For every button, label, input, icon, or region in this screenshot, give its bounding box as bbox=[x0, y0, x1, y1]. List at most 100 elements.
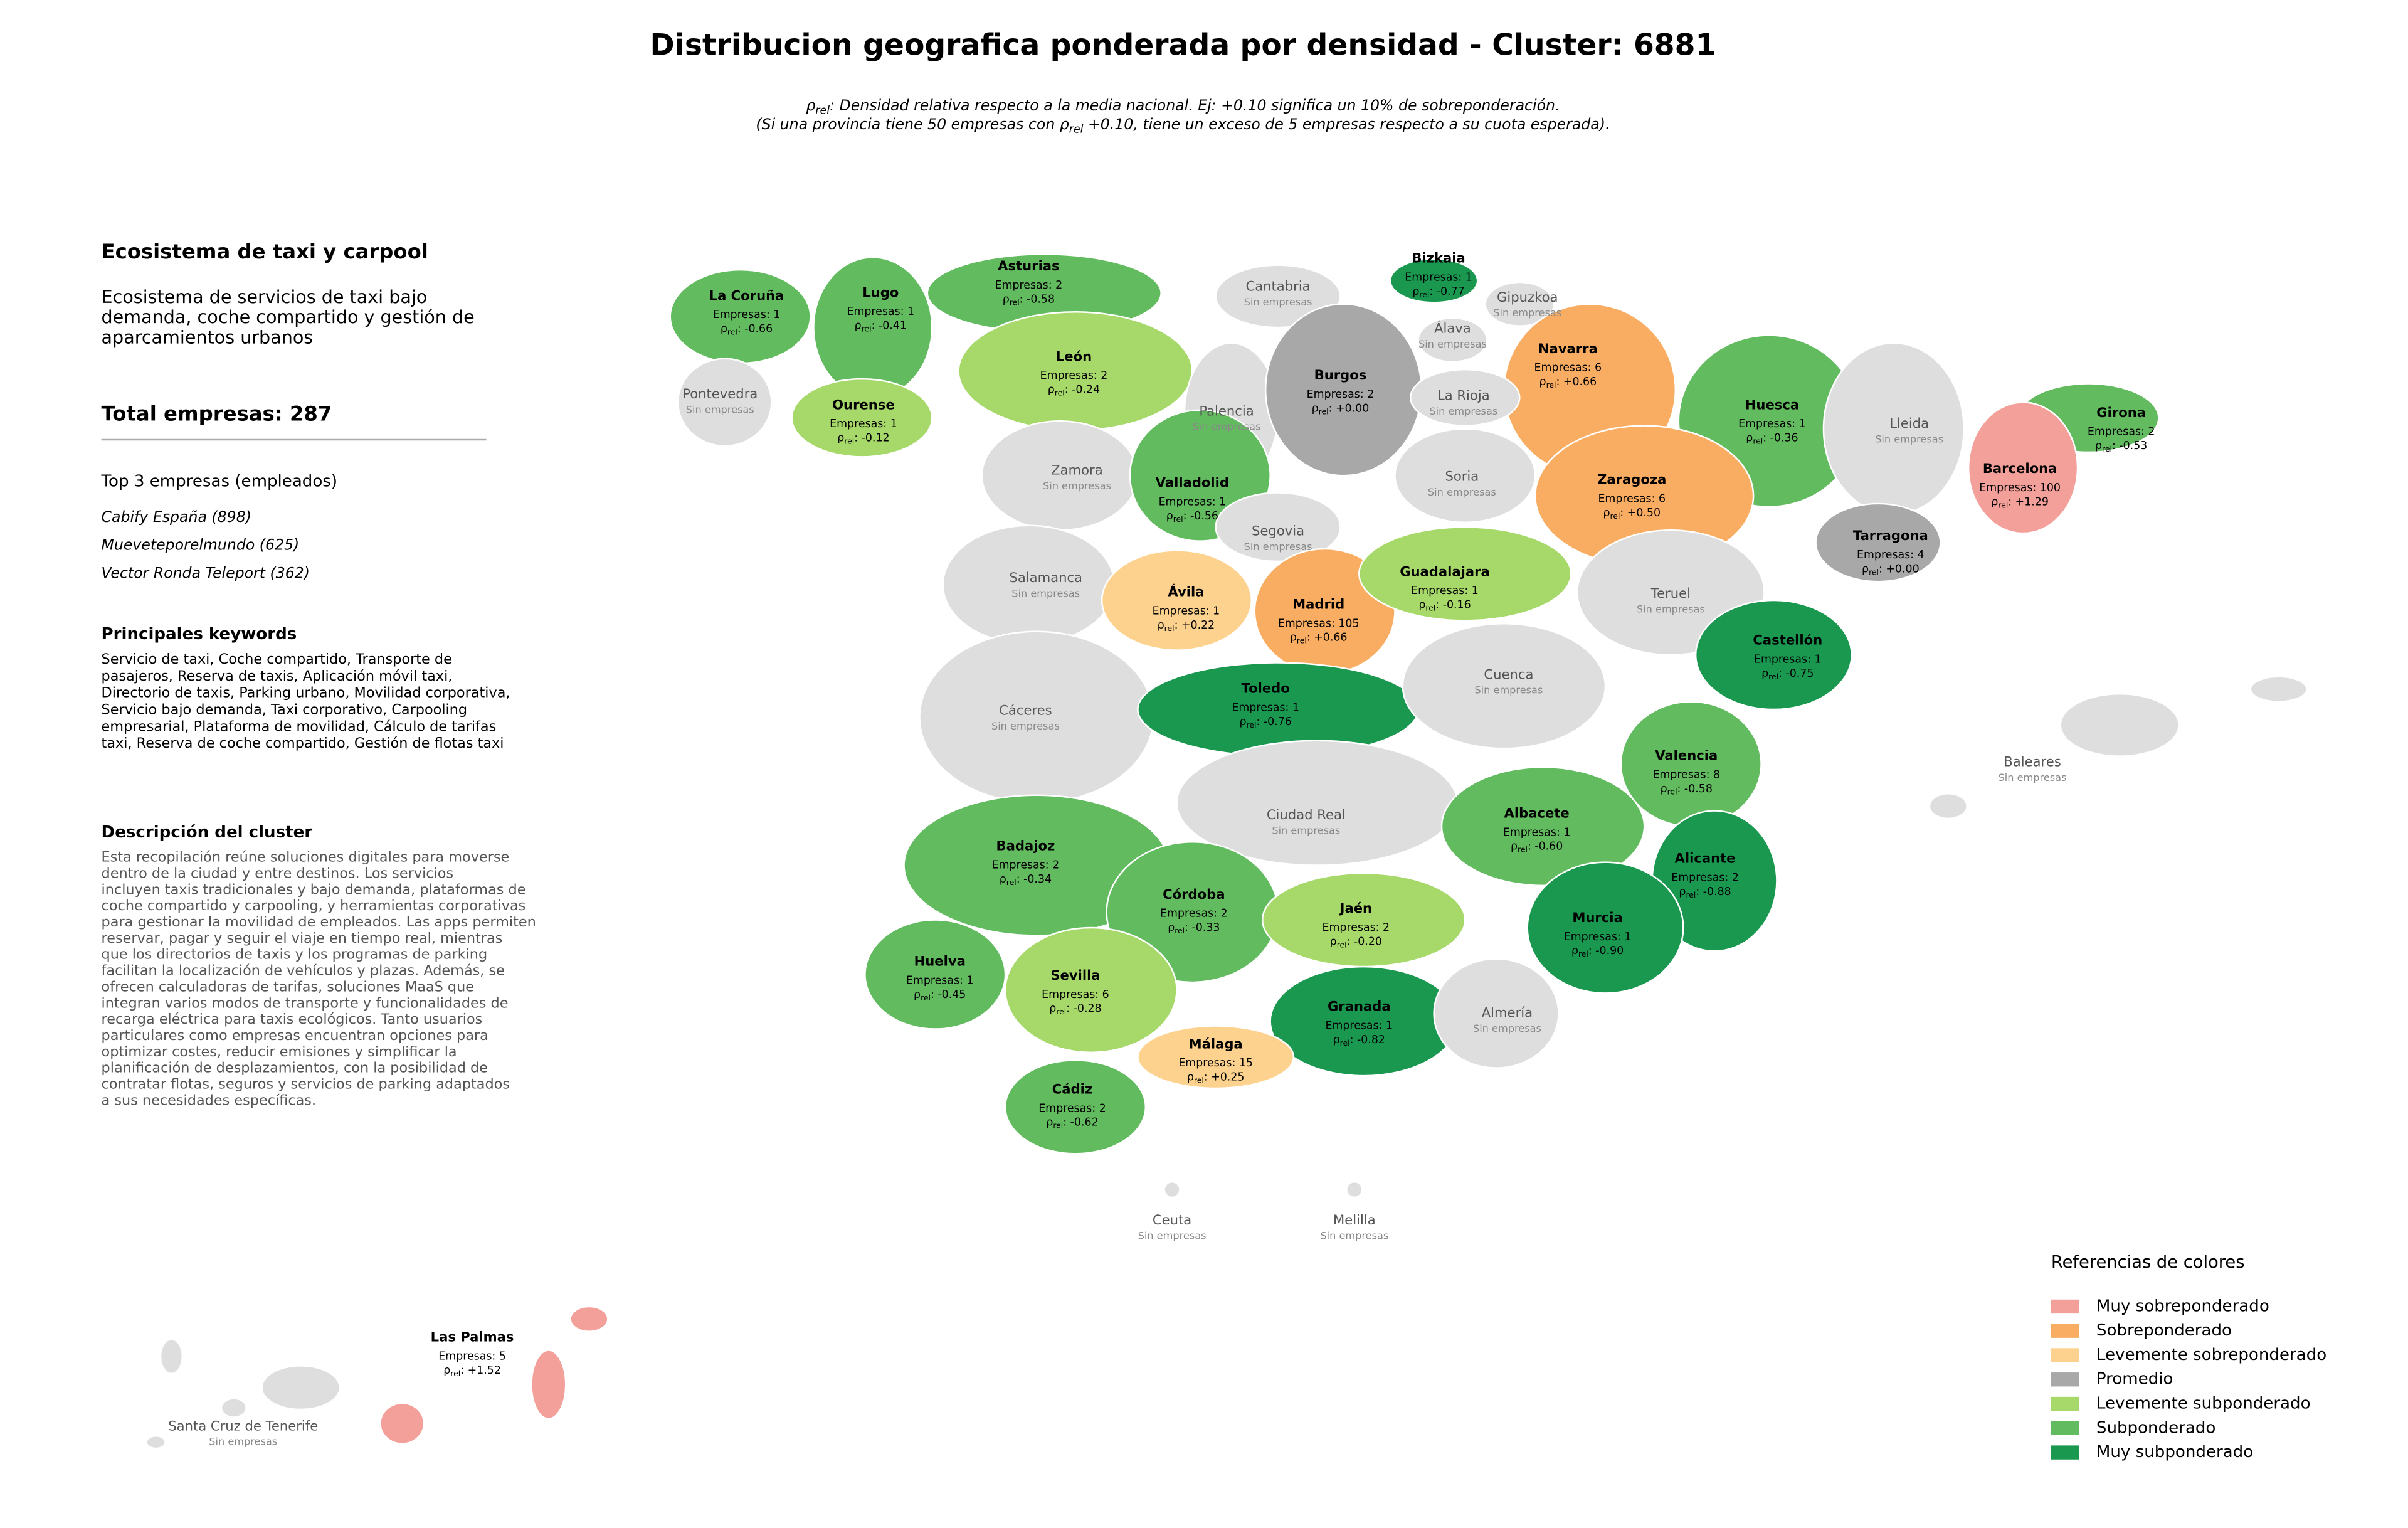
rho-sep: : bbox=[1175, 619, 1181, 632]
empresas-value: 15 bbox=[1239, 1057, 1253, 1069]
province-shape bbox=[1417, 317, 1488, 363]
province-name: Almería bbox=[1482, 1005, 1533, 1021]
province-name: Santa Cruz de Tenerife bbox=[168, 1418, 318, 1433]
empresas-label: Empresas: bbox=[1652, 768, 1713, 781]
province-rho: ρrel: -0.33 bbox=[1168, 921, 1220, 935]
province-rho: ρrel: -0.62 bbox=[1046, 1117, 1098, 1130]
province-shape bbox=[220, 1398, 247, 1418]
empresas-value: 6 bbox=[1595, 362, 1602, 374]
empresas-label: Empresas: bbox=[1671, 871, 1732, 884]
legend-label: Levemente subponderado bbox=[2096, 1394, 2311, 1413]
rho-value: -0.82 bbox=[1357, 1034, 1385, 1046]
province-status: Sin empresas bbox=[991, 720, 1060, 732]
rho-sep: : bbox=[872, 320, 879, 332]
province-name: Castellón bbox=[1753, 632, 1822, 648]
province-name: La Coruña bbox=[709, 287, 784, 303]
province-shape bbox=[531, 1349, 567, 1420]
sidebar-heading: Ecosistema de taxi y carpool bbox=[102, 240, 428, 263]
province-shape bbox=[1815, 502, 1941, 583]
province-name: León bbox=[1056, 348, 1092, 364]
province-rho: ρrel: -0.34 bbox=[1000, 873, 1052, 886]
rho-value: -0.76 bbox=[1264, 716, 1292, 728]
province-count: Empresas: 1 bbox=[713, 309, 781, 321]
rho-sub: rel bbox=[1546, 380, 1556, 390]
empresas-label: Empresas: bbox=[1159, 496, 1220, 508]
province-shape bbox=[1163, 1180, 1181, 1199]
province-shape bbox=[1004, 926, 1178, 1054]
province-name: Bizkaia bbox=[1412, 250, 1465, 266]
province-name: Huesca bbox=[1745, 396, 1799, 412]
province-shape bbox=[1433, 958, 1560, 1069]
rho-sep: : bbox=[737, 323, 744, 336]
province-rho: ρrel: +0.00 bbox=[1312, 402, 1370, 415]
province-shape bbox=[1967, 401, 2079, 534]
province-count: Empresas: 6 bbox=[1042, 989, 1109, 1001]
sidebar-description: aparcamientos urbanos bbox=[102, 326, 314, 348]
rho-sub: rel bbox=[450, 1368, 460, 1377]
rho-value: -0.53 bbox=[2119, 440, 2147, 452]
province-rho: ρrel: -0.16 bbox=[1418, 598, 1471, 612]
province-name: Barcelona bbox=[1983, 460, 2057, 476]
province-count: Empresas: 1 bbox=[1153, 605, 1220, 617]
empresas-value: 1 bbox=[1292, 702, 1299, 714]
rho-sub: rel bbox=[1425, 603, 1435, 612]
rho-value: +0.22 bbox=[1181, 619, 1215, 632]
rho-symbol: ρ bbox=[855, 320, 862, 332]
province-name: Soria bbox=[1445, 469, 1479, 484]
province-name: Baleares bbox=[2004, 754, 2061, 770]
province-name: Girona bbox=[2096, 405, 2146, 420]
empresas-value: 1 bbox=[1563, 826, 1570, 839]
rho-sub: rel bbox=[1667, 787, 1677, 796]
empresas-value: 2 bbox=[1099, 1102, 1106, 1115]
province-rho: ρrel: +0.25 bbox=[1187, 1071, 1245, 1085]
province-count: Empresas: 105 bbox=[1278, 617, 1360, 630]
province-status: Sin empresas bbox=[1244, 541, 1312, 553]
empresas-label: Empresas: bbox=[1038, 1102, 1099, 1115]
province-status: Sin empresas bbox=[1429, 405, 1497, 417]
empresas-label: Empresas: bbox=[1754, 653, 1815, 666]
province-name: Badajoz bbox=[996, 838, 1055, 854]
province-shape bbox=[1101, 549, 1253, 651]
empresas-value: 8 bbox=[1713, 768, 1720, 781]
rho-sub: rel bbox=[1518, 844, 1528, 854]
empresas-value: 2 bbox=[1221, 908, 1228, 920]
rho-symbol: ρ bbox=[1746, 432, 1753, 445]
province-rho: ρrel: -0.75 bbox=[1761, 667, 1814, 681]
province-status: Sin empresas bbox=[1011, 588, 1080, 600]
province-shape bbox=[2059, 692, 2180, 757]
province-status: Sin empresas bbox=[1875, 433, 1943, 445]
keywords-heading: Principales keywords bbox=[102, 625, 297, 644]
rho-sub: rel bbox=[1998, 500, 2008, 509]
province-shape bbox=[159, 1338, 184, 1375]
rho-value: -0.16 bbox=[1443, 598, 1471, 611]
rho-sub: rel bbox=[1247, 719, 1257, 729]
province-rho: ρrel: -0.58 bbox=[1003, 293, 1055, 306]
rho-value: +0.25 bbox=[1211, 1071, 1244, 1084]
cluster-description: a sus necesidades específicas. bbox=[102, 1092, 317, 1108]
empresas-value: 2 bbox=[1367, 388, 1374, 401]
province-rho: ρrel: +0.00 bbox=[1862, 563, 1920, 576]
empresas-value: 100 bbox=[2040, 482, 2061, 494]
total: Total empresas: 287 bbox=[102, 401, 332, 425]
sidebar-description: Ecosistema de servicios de taxi bajo bbox=[102, 286, 428, 307]
province-name: Cádiz bbox=[1052, 1081, 1092, 1096]
province-shape bbox=[1346, 1180, 1363, 1199]
cluster-description: integran varios modos de transporte y fu… bbox=[102, 995, 509, 1011]
rho-sub: rel bbox=[1297, 635, 1307, 645]
rho-symbol: ρ bbox=[1046, 1117, 1053, 1129]
province-rho: ρrel: -0.77 bbox=[1412, 285, 1464, 299]
province-rho: ρrel: +0.66 bbox=[1290, 632, 1348, 645]
rho-value: -0.60 bbox=[1534, 841, 1563, 853]
rho-sep: : bbox=[1429, 285, 1436, 298]
subtitle-part: ρ bbox=[806, 97, 815, 114]
subtitle: ρrel: Densidad relativa respecto a la me… bbox=[806, 97, 1560, 117]
empresas-label: Empresas: bbox=[438, 1350, 499, 1362]
rho-sep: : bbox=[1183, 510, 1190, 523]
empresas-value: 6 bbox=[1102, 989, 1109, 1001]
empresas-label: Empresas: bbox=[2088, 426, 2148, 438]
empresas-label: Empresas: bbox=[1307, 388, 1368, 401]
rho-sub: rel bbox=[1194, 1075, 1204, 1085]
province-status: Sin empresas bbox=[209, 1436, 277, 1448]
province-count: Empresas: 1 bbox=[1405, 272, 1472, 284]
